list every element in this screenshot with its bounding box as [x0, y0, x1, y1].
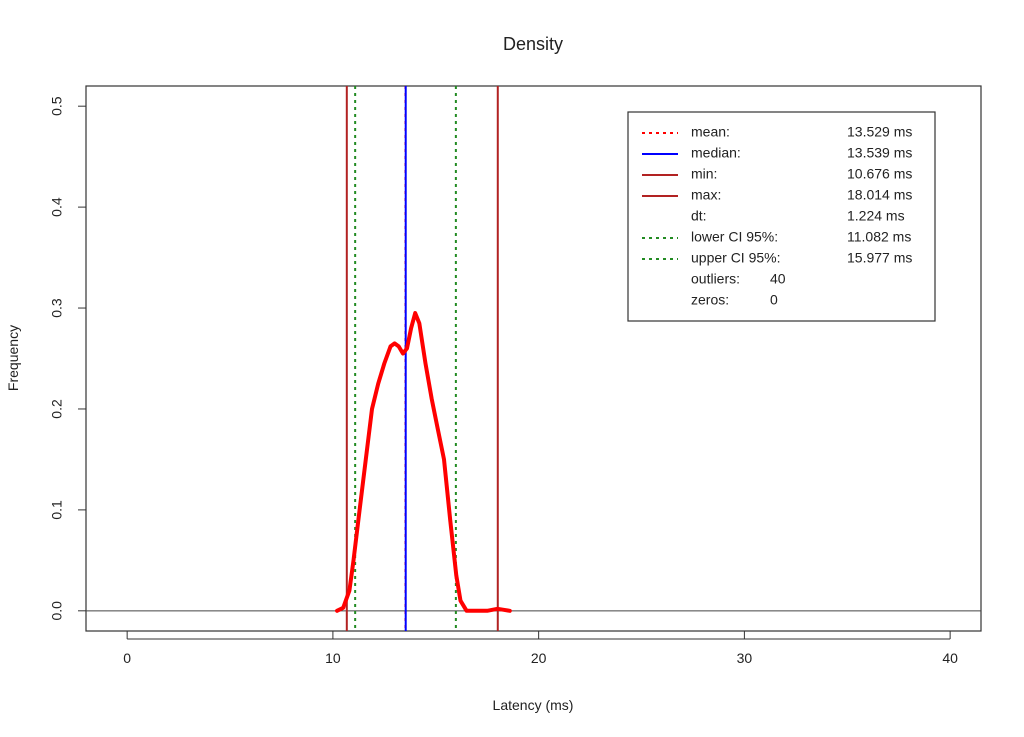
y-tick-label: 0.0: [49, 601, 65, 621]
x-tick-label: 40: [942, 650, 958, 666]
legend-label: max:: [691, 187, 721, 203]
density-curve: [335, 311, 512, 613]
x-tick-label: 30: [737, 650, 753, 666]
x-tick-label: 20: [531, 650, 547, 666]
legend-label: min:: [691, 166, 717, 182]
legend-value: 13.529 ms: [847, 124, 912, 140]
legend-value: 10.676 ms: [847, 166, 912, 182]
legend-label: mean:: [691, 124, 730, 140]
x-axis-label: Latency (ms): [493, 697, 574, 713]
legend-label: median:: [691, 145, 741, 161]
legend-label: upper CI 95%:: [691, 250, 781, 266]
x-tick-label: 10: [325, 650, 341, 666]
legend-value: 13.539 ms: [847, 145, 912, 161]
legend-box: [627, 111, 936, 322]
y-tick-label: 0.5: [49, 96, 65, 116]
legend-label: dt:: [691, 208, 707, 224]
legend: mean: 13.529 ms median: 13.539 ms min: 10.676…: [627, 111, 936, 322]
legend-value: 40: [770, 271, 786, 287]
legend-value: 11.082 ms: [847, 229, 911, 245]
chart-title: Density: [503, 34, 563, 54]
legend-label: zeros:: [691, 292, 729, 308]
y-tick-label: 0.3: [49, 298, 65, 318]
chart-marks: 0 10 20 30 40 0.0 0.1 0.2 0.3 0.4 0.5: [49, 86, 981, 666]
y-tick-label: 0.2: [49, 399, 65, 419]
legend-value: 18.014 ms: [847, 187, 912, 203]
legend-value: 1.224 ms: [847, 208, 905, 224]
legend-label: outliers:: [691, 271, 740, 287]
plot-frame: [85, 85, 982, 632]
x-tick-label: 0: [123, 650, 131, 666]
legend-label: lower CI 95%:: [691, 229, 778, 245]
legend-value: 15.977 ms: [847, 250, 912, 266]
y-tick-label: 0.1: [49, 500, 65, 520]
y-tick-label: 0.4: [49, 197, 65, 217]
y-axis-label: Frequency: [5, 325, 21, 391]
legend-value: 0: [770, 292, 778, 308]
